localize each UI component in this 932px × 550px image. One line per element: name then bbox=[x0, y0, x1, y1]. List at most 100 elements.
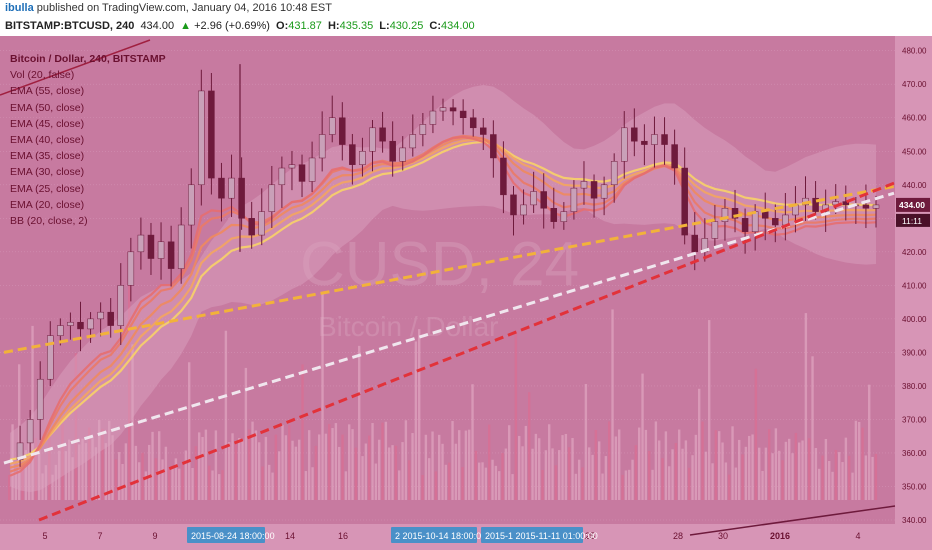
bollinger-bands bbox=[10, 85, 876, 493]
volume-bar bbox=[718, 431, 721, 500]
volume-bar bbox=[834, 449, 838, 500]
volume-bar bbox=[571, 437, 574, 500]
volume-bar bbox=[341, 434, 344, 500]
volume-bar bbox=[784, 441, 788, 500]
time-tick-label: 4 bbox=[855, 531, 860, 541]
time-tick-label: 7 bbox=[97, 531, 102, 541]
volume-bar bbox=[714, 430, 718, 500]
time-axis: 5 7 9 14 16 28 30 2016 4 25 bbox=[42, 531, 860, 541]
legend-item[interactable]: Vol (20, false) bbox=[10, 69, 75, 82]
volume-bar bbox=[28, 440, 31, 500]
candle-body bbox=[772, 218, 779, 226]
volume-bar bbox=[168, 467, 171, 500]
volume-bar bbox=[461, 467, 464, 500]
candle-body bbox=[439, 107, 447, 112]
volume-bar bbox=[498, 471, 501, 500]
volume-bar bbox=[861, 427, 864, 500]
volume-bar bbox=[831, 471, 834, 500]
volume-bar bbox=[301, 364, 304, 500]
volume-bar bbox=[264, 436, 268, 500]
volume-bar bbox=[608, 421, 611, 500]
candle-body bbox=[500, 157, 507, 196]
volume-bar bbox=[304, 471, 308, 500]
candle-body bbox=[560, 211, 568, 222]
candle-body bbox=[741, 218, 749, 232]
trendlines[interactable] bbox=[0, 39, 896, 536]
volume-bar bbox=[154, 458, 158, 500]
volume-bar bbox=[584, 384, 588, 500]
candle-body bbox=[731, 208, 739, 219]
volume-bar bbox=[691, 455, 694, 500]
symbol-label[interactable]: BITSTAMP:BTCUSD, 240 bbox=[5, 20, 135, 32]
time-tick-label: 5 bbox=[42, 531, 47, 541]
volume-bar bbox=[298, 439, 301, 500]
price-tick-label: 340.00 bbox=[902, 516, 927, 525]
candle-body bbox=[661, 134, 668, 145]
candle-body bbox=[490, 134, 497, 159]
ohlc-bar: BITSTAMP:BTCUSD, 240 434.00 ▲ +2.96 (+0.… bbox=[0, 16, 932, 36]
volume-bar bbox=[328, 423, 331, 500]
legend-item[interactable]: EMA (35, close) bbox=[10, 150, 85, 163]
volume-bar bbox=[628, 469, 631, 500]
volume-bar bbox=[848, 455, 851, 500]
volume-bar bbox=[418, 329, 421, 500]
volume-bar bbox=[558, 450, 561, 500]
volume-bar bbox=[161, 459, 164, 500]
watermark-main: CUSD, 24 bbox=[300, 230, 579, 299]
candle-body bbox=[520, 204, 527, 216]
volume-bar bbox=[208, 465, 211, 500]
volume-bar bbox=[421, 474, 424, 500]
volume-bar bbox=[781, 460, 784, 500]
volume-bar bbox=[591, 454, 594, 500]
volume-bar bbox=[594, 429, 598, 500]
volume-bar bbox=[611, 309, 614, 500]
legend-item[interactable]: EMA (55, close) bbox=[10, 85, 85, 98]
volume-bar bbox=[664, 431, 668, 500]
volume-bar bbox=[171, 468, 174, 500]
legend-item[interactable]: EMA (50, close) bbox=[10, 101, 85, 114]
volume-bar bbox=[254, 430, 258, 500]
volume-bar bbox=[74, 353, 78, 500]
volume-bar bbox=[481, 462, 484, 500]
volume-bar bbox=[698, 388, 701, 500]
legend-item[interactable]: EMA (20, close) bbox=[10, 198, 85, 211]
volume-bar bbox=[198, 432, 201, 500]
legend-item[interactable]: EMA (25, close) bbox=[10, 182, 85, 195]
candle-body bbox=[631, 127, 638, 142]
candle-body bbox=[167, 241, 175, 269]
volume-bar bbox=[488, 424, 491, 500]
volume-bar bbox=[598, 441, 601, 500]
volume-bar bbox=[541, 469, 544, 500]
legend-item[interactable]: EMA (40, close) bbox=[10, 134, 85, 147]
volume-bar bbox=[748, 435, 751, 500]
price-tick-label: 440.00 bbox=[902, 181, 927, 190]
candle-body bbox=[47, 335, 54, 380]
volume-bar bbox=[31, 325, 34, 500]
legend-item[interactable]: EMA (45, close) bbox=[10, 117, 85, 130]
candle-body bbox=[258, 211, 265, 236]
author-link[interactable]: ibulla bbox=[5, 2, 34, 14]
candle-body bbox=[369, 127, 376, 152]
price-axis-background bbox=[895, 36, 932, 524]
volume-bar bbox=[874, 453, 878, 500]
legend-item[interactable]: EMA (30, close) bbox=[10, 166, 85, 179]
volume-bar bbox=[514, 330, 518, 500]
close-value: 434.00 bbox=[441, 20, 475, 32]
candle-body bbox=[87, 318, 94, 330]
volume-bar bbox=[524, 425, 528, 500]
volume-bar bbox=[291, 440, 294, 500]
volume-bar bbox=[538, 438, 541, 500]
volume-bar bbox=[178, 468, 181, 500]
legend-item[interactable]: BB (20, close, 2) bbox=[10, 215, 88, 228]
time-tick-label: 25 bbox=[585, 531, 595, 541]
volume-bar bbox=[624, 470, 628, 500]
volume-bar bbox=[804, 313, 808, 500]
volume-bar bbox=[771, 453, 774, 500]
candle-body bbox=[540, 191, 547, 209]
volume-bar bbox=[318, 434, 321, 500]
publish-header: ibulla published on TradingView.com, Jan… bbox=[0, 0, 932, 16]
volume-bar bbox=[634, 445, 638, 500]
candle-body bbox=[409, 134, 417, 149]
price-chart[interactable]: CUSD, 24 Bitcoin / Dollar 340.00 350.00 36… bbox=[0, 36, 932, 550]
candle-body bbox=[550, 208, 558, 222]
